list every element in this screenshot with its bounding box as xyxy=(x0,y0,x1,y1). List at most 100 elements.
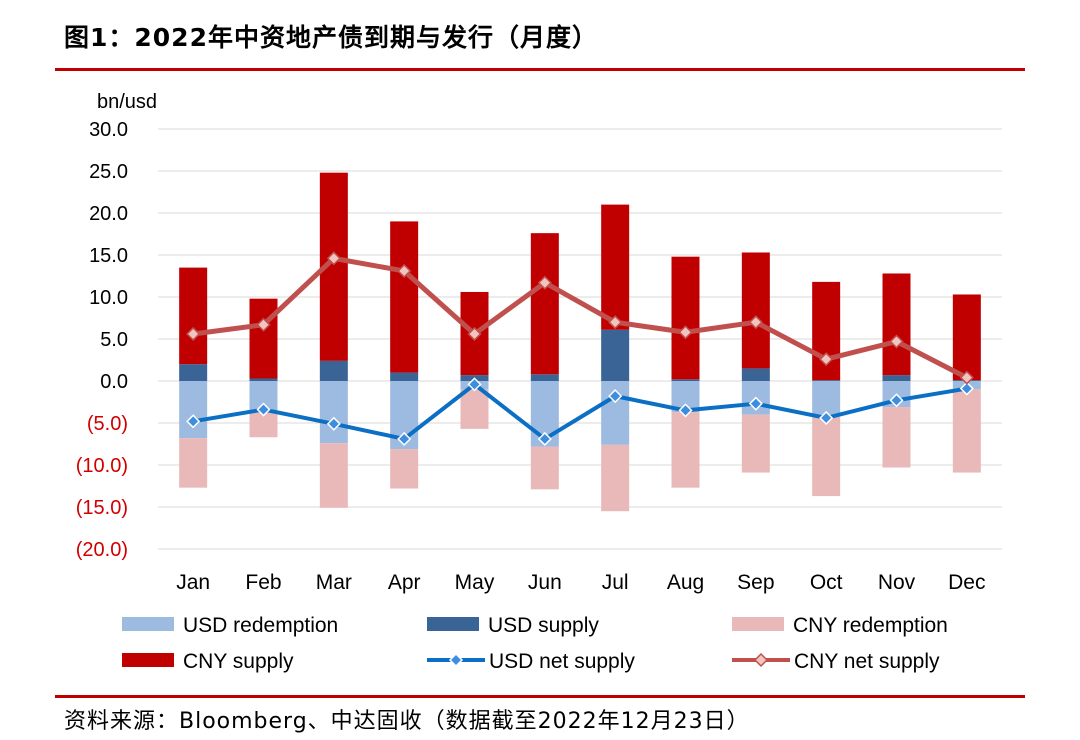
bar-cny-redemption xyxy=(390,449,419,489)
x-axis-ticks: Jan Feb Mar Apr May Jun Jul Aug Sep Oct Nov Dec xyxy=(176,571,985,594)
bar-cny-redemption xyxy=(460,389,489,429)
point-cny-net xyxy=(889,334,904,349)
point-cny-net xyxy=(608,315,623,330)
bar-cny-redemption xyxy=(882,407,911,468)
legend-label: CNY redemption xyxy=(793,614,948,637)
legend-label: USD net supply xyxy=(489,650,635,673)
line-cny-net xyxy=(192,255,968,380)
y-tick-label: 15.0 xyxy=(89,245,128,267)
point-usd-net xyxy=(608,389,623,404)
x-tick-label: Jan xyxy=(176,571,210,594)
y-axis-ticks: 30.0 25.0 20.0 15.0 10.0 5.0 0.0 (5.0) (10.0) (15… xyxy=(76,119,128,561)
point-cny-net xyxy=(397,263,412,279)
bar-cny-supply xyxy=(601,204,630,330)
bar-usd-redemption xyxy=(812,381,841,417)
y-tick-label: (20.0) xyxy=(76,539,128,561)
bar-cny-supply xyxy=(741,252,770,369)
legend-label: CNY supply xyxy=(183,650,294,673)
legend-marker xyxy=(448,652,464,668)
bar-usd-supply xyxy=(812,380,841,381)
bar-cny-redemption xyxy=(601,444,630,512)
y-tick-label: 0.0 xyxy=(100,371,128,393)
point-usd-net xyxy=(819,410,834,426)
bar-usd-supply xyxy=(179,364,208,381)
legend-marker xyxy=(753,652,769,668)
bar-usd-redemption xyxy=(319,381,348,444)
legend-item-cny-redemption: CNY redemption xyxy=(732,614,948,637)
bar-cny-supply xyxy=(249,298,278,379)
x-tick-label: May xyxy=(455,571,495,594)
bars xyxy=(179,172,981,512)
y-tick-label: 10.0 xyxy=(89,287,128,309)
legend-swatch xyxy=(122,617,174,631)
line-usd-net xyxy=(192,382,968,441)
y-axis-label: bn/usd xyxy=(97,91,157,113)
point-cny-net xyxy=(819,352,834,367)
bar-cny-redemption xyxy=(952,389,981,473)
point-usd-net xyxy=(537,431,552,447)
bar-cny-supply xyxy=(952,294,981,381)
x-tick-label: Aug xyxy=(667,571,704,594)
legend-label: USD redemption xyxy=(183,614,338,637)
bar-cny-supply xyxy=(530,233,559,375)
legend-label: CNY net supply xyxy=(794,650,940,673)
point-usd-net xyxy=(397,431,412,447)
y-tick-label: 30.0 xyxy=(89,119,128,141)
bar-cny-redemption xyxy=(319,443,348,508)
title-divider xyxy=(55,68,1025,71)
bar-usd-supply xyxy=(882,375,911,381)
point-usd-net xyxy=(326,416,341,431)
bar-cny-supply xyxy=(390,221,419,373)
x-tick-label: Mar xyxy=(316,571,352,594)
point-cny-net xyxy=(678,325,693,340)
x-tick-label: Nov xyxy=(878,571,916,594)
x-tick-label: Dec xyxy=(948,571,985,594)
bar-usd-redemption xyxy=(179,381,208,439)
y-tick-label: (10.0) xyxy=(76,455,128,477)
bar-cny-supply xyxy=(179,267,208,365)
bar-usd-supply xyxy=(390,372,419,381)
y-tick-label: 5.0 xyxy=(100,329,128,351)
source-note: 资料来源：Bloomberg、中达固收（数据截至2022年12月23日） xyxy=(64,709,750,734)
x-tick-label: Sep xyxy=(737,571,774,594)
legend-item-cny-net: CNY net supply xyxy=(732,650,940,673)
point-usd-net xyxy=(256,402,271,417)
legend-item-cny-supply: CNY supply xyxy=(122,650,294,673)
point-cny-net xyxy=(467,326,482,342)
point-cny-net xyxy=(186,326,201,342)
legend: USD redemption USD supply CNY redemption CN… xyxy=(122,614,948,673)
point-usd-net xyxy=(889,393,904,408)
bar-cny-redemption xyxy=(179,438,208,488)
footer-divider xyxy=(55,695,1025,698)
bar-usd-supply xyxy=(319,360,348,381)
y-tick-label: 25.0 xyxy=(89,161,128,183)
x-tick-label: Feb xyxy=(245,571,281,594)
point-usd-net xyxy=(186,414,201,429)
point-usd-net xyxy=(678,403,693,418)
point-usd-net xyxy=(467,377,482,392)
legend-item-usd-redemption: USD redemption xyxy=(122,614,338,637)
legend-label: USD supply xyxy=(488,614,599,637)
bar-cny-redemption xyxy=(671,412,700,488)
net-supply-lines xyxy=(186,251,974,447)
bar-usd-supply xyxy=(530,374,559,381)
bar-usd-supply xyxy=(671,379,700,381)
bar-usd-supply xyxy=(741,368,770,381)
bar-usd-supply xyxy=(601,329,630,381)
point-cny-net xyxy=(748,315,763,330)
point-cny-net xyxy=(537,275,552,290)
bar-cny-redemption xyxy=(812,416,841,497)
point-usd-net xyxy=(748,396,763,411)
x-tick-label: Jul xyxy=(602,571,629,594)
figure-title: 图1：2022年中资地产债到期与发行（月度） xyxy=(64,23,598,52)
legend-swatch xyxy=(732,617,784,631)
bar-cny-redemption xyxy=(741,414,770,473)
point-usd-net xyxy=(959,381,974,396)
legend-item-usd-supply: USD supply xyxy=(427,614,599,637)
point-cny-net xyxy=(256,317,271,332)
x-tick-label: Apr xyxy=(388,571,421,594)
y-tick-label: (5.0) xyxy=(87,413,128,435)
bar-usd-supply xyxy=(249,378,278,381)
x-tick-label: Oct xyxy=(810,571,843,594)
